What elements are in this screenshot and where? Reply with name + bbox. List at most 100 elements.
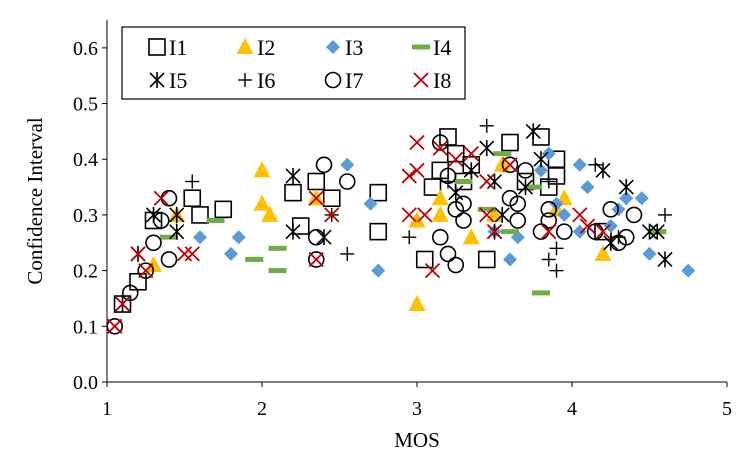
point-i7	[160, 251, 178, 268]
y-tick-label: 0.0	[73, 372, 98, 394]
point-i7	[532, 223, 550, 240]
point-i7	[501, 156, 519, 174]
point-i8	[541, 223, 557, 240]
point-i8	[432, 140, 448, 156]
point-i1	[369, 183, 388, 202]
legend-label: I7	[345, 68, 363, 93]
point-i7	[455, 195, 472, 213]
point-i1	[322, 189, 341, 208]
series-I7	[106, 134, 643, 335]
point-i5	[657, 251, 673, 268]
x-tick-label: 3	[412, 398, 422, 420]
legend-item-i5: I5	[149, 68, 187, 93]
legend-marker	[148, 38, 166, 56]
point-i5	[525, 123, 541, 140]
y-tick-label: 0.6	[73, 38, 98, 60]
point-i5	[486, 173, 503, 190]
point-i1	[307, 172, 326, 191]
y-tick-label: 0.5	[73, 94, 98, 116]
legend-item-i6: I6	[238, 68, 275, 93]
point-i3	[549, 196, 564, 211]
point-i2	[408, 211, 426, 228]
point-i7	[307, 251, 325, 268]
point-i5	[533, 151, 549, 168]
point-i4	[477, 206, 496, 212]
point-i3	[619, 191, 634, 206]
point-i3	[572, 157, 587, 172]
point-i7	[106, 318, 124, 335]
legend-marker	[236, 38, 254, 54]
legend-label: I5	[169, 68, 187, 93]
point-i6	[658, 207, 672, 222]
point-i7	[145, 234, 162, 252]
point-i7	[455, 212, 472, 229]
point-i4	[268, 245, 287, 251]
point-i2	[594, 244, 612, 261]
point-i7	[431, 134, 449, 151]
point-i8	[324, 207, 340, 223]
legend-marker	[324, 71, 342, 89]
point-i8	[572, 207, 588, 223]
legend-label: I1	[169, 35, 187, 60]
series-I1	[113, 128, 612, 313]
point-i7	[160, 189, 178, 207]
point-i5	[169, 206, 185, 223]
point-i3	[340, 157, 355, 172]
legend-marker	[238, 73, 252, 87]
legend-item-i4: I4	[412, 35, 451, 60]
point-i7	[121, 284, 139, 302]
point-i8	[401, 168, 417, 184]
point-i8	[401, 207, 417, 223]
legend-label: I6	[257, 68, 275, 93]
point-i4	[493, 151, 512, 157]
point-i8	[463, 146, 479, 162]
legend-item-i8: I8	[413, 68, 451, 93]
point-i4	[524, 184, 543, 190]
point-i2	[462, 228, 480, 245]
y-tick-label: 0.1	[73, 316, 98, 338]
point-i8	[479, 173, 495, 190]
x-axis-title: MOS	[394, 428, 440, 452]
point-i8	[448, 151, 464, 167]
point-i6	[402, 230, 417, 245]
point-i3	[572, 224, 587, 239]
point-i4	[268, 268, 287, 274]
legend-label: I4	[433, 35, 451, 60]
point-i1	[214, 200, 233, 219]
point-i3	[603, 219, 618, 234]
y-axis-title: Confidence Interval	[23, 117, 47, 285]
point-i5	[517, 179, 534, 196]
point-i8	[579, 218, 596, 234]
point-i5	[649, 223, 665, 240]
point-i5	[169, 223, 185, 240]
point-i7	[431, 228, 449, 246]
point-i5	[618, 179, 634, 196]
x-tick-label: 2	[257, 398, 267, 420]
point-i8	[417, 207, 433, 223]
x-tick-label: 4	[567, 398, 577, 420]
point-i1	[446, 144, 465, 163]
point-i1	[423, 178, 442, 196]
point-i3	[541, 146, 556, 161]
point-i1	[369, 222, 388, 241]
point-i6	[588, 157, 603, 172]
legend-item-i2: I2	[236, 35, 275, 60]
point-i2	[253, 194, 271, 211]
point-i6	[541, 252, 556, 267]
point-i3	[634, 191, 649, 206]
point-i7	[509, 212, 527, 229]
point-i8	[409, 134, 425, 151]
point-i8	[502, 157, 518, 173]
legend-label: I8	[433, 68, 451, 93]
point-i3	[681, 263, 696, 278]
point-i8	[184, 246, 200, 262]
series-I5	[114, 123, 673, 313]
point-i7	[540, 201, 558, 218]
point-i7	[439, 167, 457, 185]
point-i6	[340, 246, 355, 261]
point-i3	[642, 246, 657, 261]
point-i6	[185, 174, 200, 189]
point-i5	[479, 140, 495, 157]
point-i3	[534, 163, 548, 178]
